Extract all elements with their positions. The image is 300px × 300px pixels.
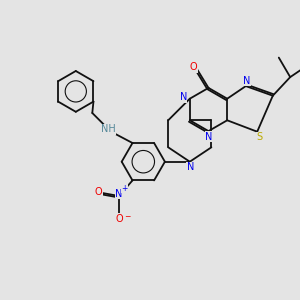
Text: O: O: [94, 187, 102, 197]
Text: −: −: [124, 212, 130, 221]
Text: N: N: [179, 92, 187, 103]
Text: N: N: [115, 189, 123, 199]
Text: +: +: [121, 184, 127, 193]
Text: NH: NH: [101, 124, 116, 134]
Text: O: O: [116, 214, 123, 224]
Text: O: O: [190, 62, 197, 72]
Text: S: S: [256, 132, 263, 142]
Text: N: N: [243, 76, 251, 86]
Text: N: N: [187, 162, 194, 172]
Text: N: N: [206, 131, 213, 142]
